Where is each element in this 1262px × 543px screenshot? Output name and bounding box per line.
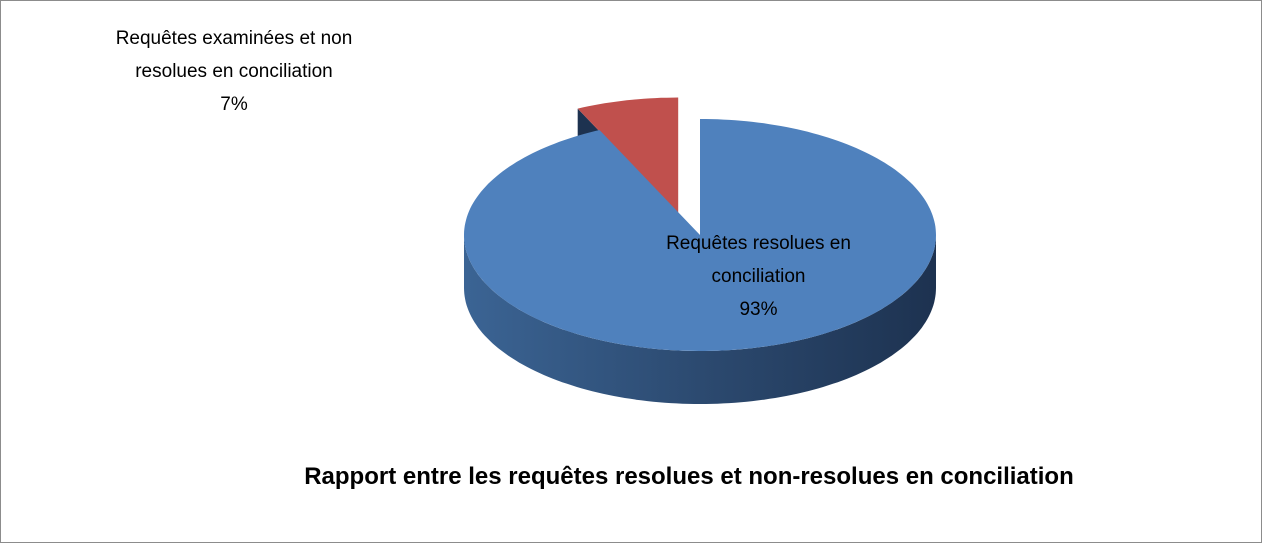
pie-slice (464, 119, 936, 351)
slice-side (464, 235, 936, 404)
value-label: 7% (220, 94, 248, 115)
slice-label: Requêtes resolues en conciliation 93% (626, 227, 891, 326)
value-label: 93% (739, 299, 778, 320)
slice-label: Requêtes examinées et non resolues en co… (114, 22, 354, 121)
pie-slice (577, 97, 679, 214)
chart-title: Rapport entre les requêtes resolues et n… (304, 463, 1074, 490)
category-label: Requêtes resolues en conciliation (666, 233, 851, 287)
category-label: Requêtes examinées et non resolues en co… (115, 28, 353, 82)
